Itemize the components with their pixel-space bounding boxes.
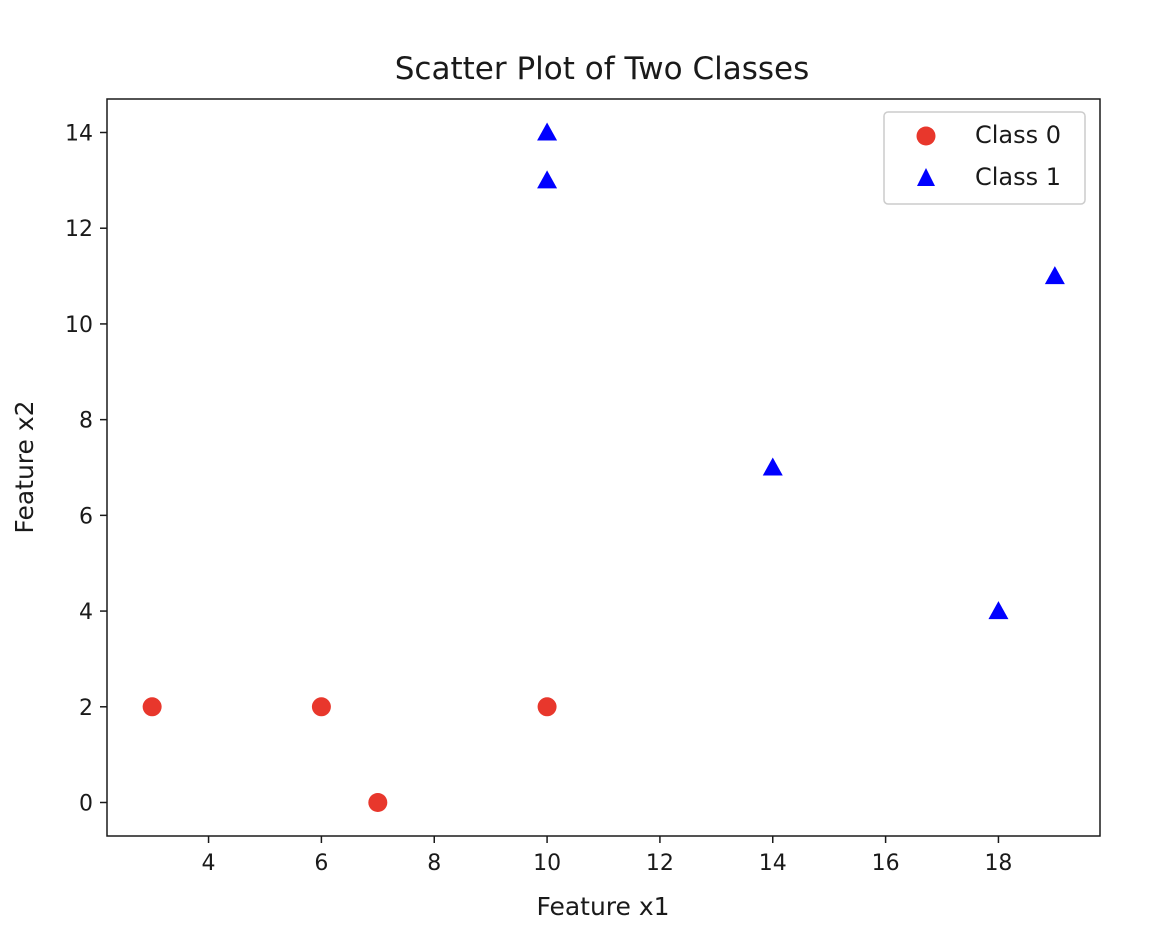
data-point-class-0 (368, 793, 388, 812)
y-axis-label: Feature x2 (10, 400, 39, 533)
y-tick-label: 2 (79, 696, 93, 721)
x-tick-label: 8 (427, 851, 441, 876)
data-point-class-1 (988, 601, 1009, 620)
x-tick-label: 6 (314, 851, 328, 876)
y-tick-label: 8 (79, 409, 93, 434)
legend-label-class-0: Class 0 (975, 121, 1061, 149)
y-tick-label: 4 (79, 600, 93, 625)
x-axis-ticks: 4 6 8 10 12 14 16 18 (202, 836, 1012, 876)
x-tick-label: 10 (533, 851, 561, 876)
chart-title: Scatter Plot of Two Classes (395, 51, 809, 87)
y-tick-label: 14 (65, 122, 93, 147)
data-point-class-1 (1044, 266, 1065, 285)
legend-marker-class-1 (917, 168, 935, 186)
legend-label-class-1: Class 1 (975, 163, 1061, 191)
data-point-class-0 (142, 697, 162, 717)
x-tick-label: 4 (202, 851, 216, 876)
data-point-class-1 (762, 457, 783, 476)
data-point-class-1 (537, 170, 558, 189)
y-tick-label: 6 (79, 504, 93, 529)
y-tick-label: 10 (65, 313, 93, 338)
y-axis-ticks: 0 2 4 6 8 10 12 14 (65, 122, 107, 817)
data-points (142, 122, 1065, 812)
data-point-class-1 (537, 122, 558, 141)
data-point-class-0 (311, 697, 331, 717)
legend: Class 0 Class 1 (883, 111, 1086, 205)
legend-marker-class-0 (916, 126, 936, 146)
data-point-class-0 (537, 697, 557, 717)
x-tick-label: 14 (759, 851, 787, 876)
x-tick-label: 18 (984, 851, 1012, 876)
x-tick-label: 16 (872, 851, 900, 876)
x-axis-label: Feature x1 (536, 892, 669, 921)
x-tick-label: 12 (646, 851, 674, 876)
plot-area-frame (106, 98, 1101, 837)
y-tick-label: 12 (65, 217, 93, 242)
y-tick-label: 0 (79, 792, 93, 817)
